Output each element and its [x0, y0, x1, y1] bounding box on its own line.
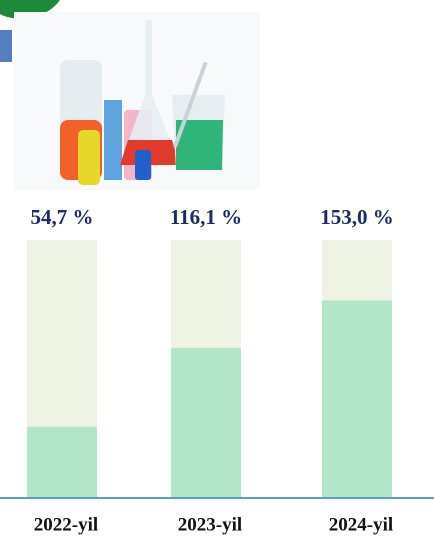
bar [171, 347, 241, 497]
value-label: 153,0 % [320, 205, 394, 229]
x-tick-label: 2024-yil [329, 514, 393, 535]
value-label: 54,7 % [31, 205, 94, 229]
bar [322, 300, 392, 497]
bar [27, 426, 97, 497]
value-label: 116,1 % [170, 205, 242, 229]
x-tick-label: 2023-yil [178, 514, 242, 535]
header-illustration [0, 0, 260, 190]
x-tick-label: 2022-yil [34, 514, 98, 535]
